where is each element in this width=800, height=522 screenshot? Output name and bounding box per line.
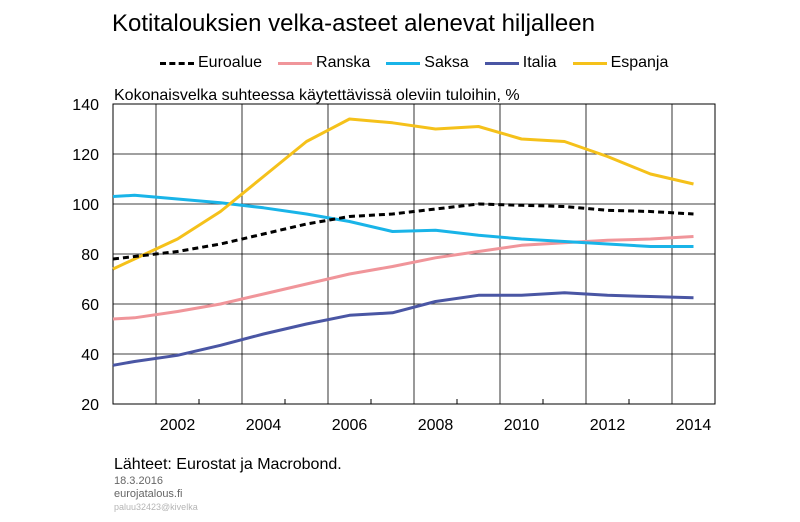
legend-item-euroalue: Euroalue: [160, 54, 262, 72]
x-tick-label-2012: 2012: [590, 417, 626, 434]
x-tick-label-2006: 2006: [332, 417, 368, 434]
legend-label-euroalue: Euroalue: [198, 54, 263, 71]
site-name: eurojatalous.fi: [114, 488, 183, 500]
legend-item-saksa: Saksa: [386, 54, 469, 72]
legend-swatch-espanja: [572, 61, 607, 65]
legend-item-espanja: Espanja: [572, 54, 669, 72]
series-line-ranska: [112, 235, 694, 321]
x-tick-label-2014: 2014: [676, 417, 712, 434]
plot-frame: [112, 103, 716, 405]
legend-label-ranska: Ranska: [316, 54, 371, 71]
y-tick-label-140: 140: [72, 97, 99, 114]
legend-label-espanja: Espanja: [610, 54, 669, 71]
legend-swatch-euroalue: [160, 61, 194, 65]
series-line-euroalue: [112, 202, 694, 261]
x-tick-label-2010: 2010: [504, 417, 540, 434]
legend-label-saksa: Saksa: [424, 54, 469, 71]
legend-item-ranska: Ranska: [278, 54, 370, 72]
y-tick-label-120: 120: [72, 147, 99, 164]
legend-swatch-ranska: [278, 61, 313, 65]
legend-swatch-italia: [484, 61, 519, 65]
chart-legend: Euroalue Ranska Saksa Italia Espanja: [160, 54, 684, 72]
chart-code: paluu32423@kivelka: [114, 502, 198, 512]
series-line-italia: [112, 291, 694, 367]
x-tick-label-2002: 2002: [160, 417, 196, 434]
legend-label-italia: Italia: [522, 54, 557, 71]
chart-subtitle: Kokonaisvelka suhteessa käytettävissä ol…: [114, 87, 520, 104]
legend-swatch-saksa: [386, 61, 421, 65]
y-tick-label-20: 20: [81, 397, 99, 414]
series-line-saksa: [112, 193, 694, 248]
y-tick-label-80: 80: [81, 247, 99, 264]
x-tick-label-2004: 2004: [246, 417, 282, 434]
y-tick-label-40: 40: [81, 347, 99, 364]
chart-title: Kotitalouksien velka-asteet alenevat hil…: [112, 10, 595, 37]
source-note: Lähteet: Eurostat ja Macrobond.: [114, 456, 342, 473]
x-tick-label-2008: 2008: [418, 417, 454, 434]
series-line-espanja: [112, 117, 694, 271]
publish-date: 18.3.2016: [114, 475, 163, 487]
y-tick-label-100: 100: [72, 197, 99, 214]
y-tick-label-60: 60: [81, 297, 99, 314]
legend-item-italia: Italia: [484, 54, 557, 72]
